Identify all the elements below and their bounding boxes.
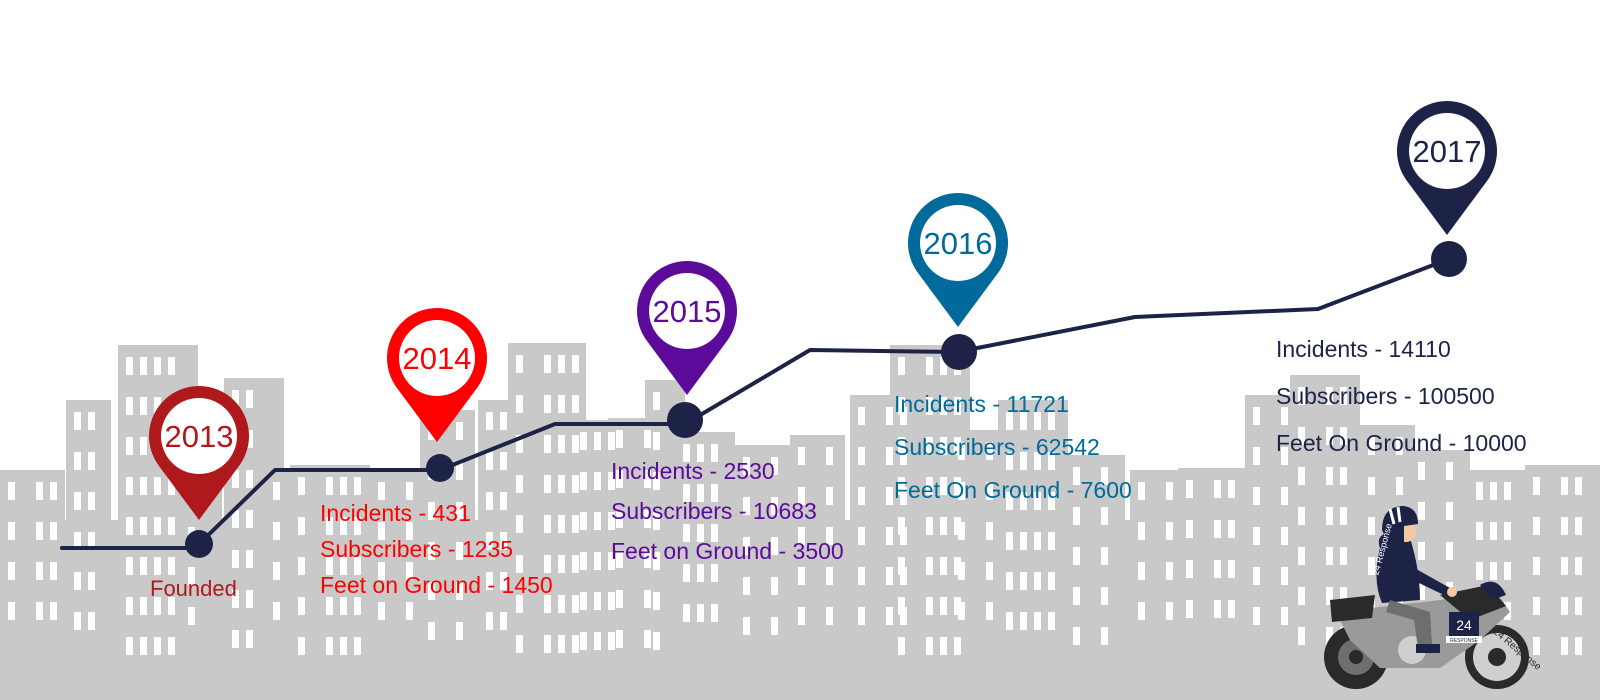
timeline-dot-2015 [667,402,703,438]
stats-2015: Incidents - 2530 Subscribers - 10683 Fee… [611,460,844,563]
incidents-2015: Incidents - 2530 [611,458,775,484]
timeline-dots [185,241,1467,558]
year-markers: 2013 2014 2015 2016 2017 [149,101,1497,520]
stats-2016: Incidents - 11721 Subscribers - 62542 Fe… [894,393,1132,502]
feet-on-ground-2015: Feet on Ground - 3500 [611,538,844,564]
feet-on-ground-2014: Feet on Ground - 1450 [320,572,553,598]
incidents-2016: Incidents - 11721 [894,391,1069,417]
founded-label: Founded [150,576,237,601]
map-pin-icon-2014: 2014 [387,308,487,442]
year-label-2017: 2017 [1413,134,1482,169]
subscribers-2017: Subscribers - 100500 [1276,383,1495,409]
svg-text:24: 24 [1456,617,1472,633]
map-pin-icon-2013: 2013 [149,386,249,520]
year-label-2013: 2013 [165,419,234,454]
incidents-2017: Incidents - 14110 [1276,336,1451,362]
rider-leg [1386,600,1432,648]
timeline-dot-2016 [941,334,977,370]
map-pin-icon-2016: 2016 [908,192,1009,327]
year-label-2016: 2016 [924,226,993,261]
incidents-2014: Incidents - 431 [320,500,471,526]
subscribers-2016: Subscribers - 62542 [894,434,1100,460]
year-label-2015: 2015 [653,294,722,329]
stats-2014: Incidents - 431 Subscribers - 1235 Feet … [320,502,553,597]
subscribers-2015: Subscribers - 10683 [611,498,817,524]
feet-on-ground-2016: Feet On Ground - 7600 [894,477,1132,503]
timeline-dot-2017 [1431,241,1467,277]
timeline-dot-2014 [426,454,454,482]
year-label-2014: 2014 [403,341,472,376]
svg-text:RESPONSE: RESPONSE [1450,638,1478,644]
stats-2017: Incidents - 14110 Subscribers - 100500 F… [1276,338,1527,455]
subscribers-2014: Subscribers - 1235 [320,536,514,562]
feet-on-ground-2017: Feet On Ground - 10000 [1276,430,1527,456]
badge [1449,612,1479,636]
map-pin-icon-2017: 2017 [1396,101,1497,236]
timeline-dot-2013 [185,530,213,558]
map-pin-icon-2015: 2015 [637,260,738,395]
